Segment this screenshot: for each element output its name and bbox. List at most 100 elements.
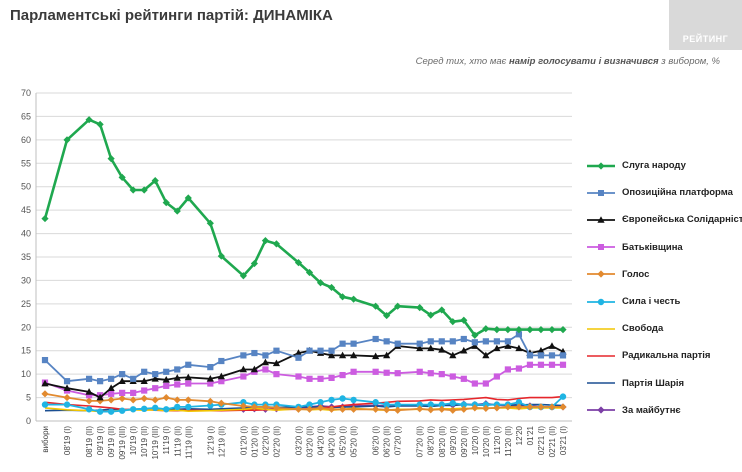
data-point <box>239 365 247 373</box>
series-line <box>43 118 563 337</box>
data-point <box>559 361 567 368</box>
data-point <box>449 373 456 380</box>
y-tick-label: 10 <box>21 369 31 379</box>
data-point <box>328 396 335 404</box>
data-point <box>394 406 402 414</box>
data-point <box>239 272 247 280</box>
legend-swatch <box>587 189 615 196</box>
data-point <box>383 311 391 320</box>
data-point <box>526 352 534 359</box>
subtitle-part-c: з вибором, % <box>658 56 720 67</box>
data-point <box>295 373 302 380</box>
data-point <box>460 405 468 413</box>
rating-logo: РЕЙТИНГ <box>669 0 742 50</box>
data-point <box>460 335 467 343</box>
legend-item: Слуга народу <box>586 152 742 179</box>
data-point <box>372 335 379 343</box>
x-tick-label: 03'20 (II) <box>306 426 315 458</box>
legend-swatch <box>587 216 615 223</box>
y-tick-label: 25 <box>21 299 31 309</box>
data-point <box>206 219 214 227</box>
data-point <box>129 396 137 404</box>
x-tick-label: 12'20 <box>515 425 524 445</box>
x-tick-label: 09'20 (II) <box>460 426 469 458</box>
data-point <box>471 404 479 412</box>
data-point <box>526 326 534 334</box>
data-point <box>460 375 467 382</box>
legend-swatch-marker <box>597 406 605 414</box>
x-tick-label: 01'20 (II) <box>250 426 259 458</box>
legend-swatch-marker <box>598 189 604 196</box>
x-tick-label: 09'19 (III) <box>118 426 127 460</box>
data-point <box>96 120 104 128</box>
legend-label: Європейська Солідарність <box>622 214 742 226</box>
data-point <box>107 155 115 163</box>
data-point <box>526 361 534 368</box>
y-tick-label: 65 <box>21 111 31 121</box>
data-point <box>537 403 545 411</box>
data-point <box>218 378 225 385</box>
data-point <box>559 326 567 334</box>
legend-swatch-marker <box>598 244 604 251</box>
y-tick-label: 55 <box>21 158 31 168</box>
x-tick-label: 11'19 (I) <box>162 426 171 455</box>
legend-swatch <box>587 244 615 251</box>
data-point <box>217 252 225 260</box>
data-point <box>504 403 512 411</box>
data-point <box>327 405 336 413</box>
data-point <box>372 352 380 360</box>
x-tick-label: 01'20 (I) <box>239 426 248 455</box>
data-point <box>306 401 313 408</box>
data-point <box>383 369 390 376</box>
subtitle-part-b: намір голосувати і визначився <box>508 56 659 67</box>
data-point <box>295 354 302 361</box>
data-point <box>239 402 247 410</box>
data-point <box>140 394 148 403</box>
x-tick-label: 11'19 (III) <box>184 426 193 459</box>
x-tick-label: 08'19 (II) <box>85 426 94 458</box>
x-tick-label: 11'20 (I) <box>493 426 502 455</box>
data-point <box>63 384 71 391</box>
data-point <box>515 399 523 406</box>
data-point <box>261 358 270 366</box>
legend-item: Партія Шарія <box>586 370 742 397</box>
data-point <box>449 406 457 414</box>
series-5 <box>41 390 567 414</box>
x-tick-label: 10'20 (I) <box>471 426 480 455</box>
x-tick-label: 10'20 (II) <box>482 426 491 458</box>
data-point <box>174 381 181 388</box>
data-point <box>250 403 259 411</box>
data-point <box>118 394 126 403</box>
legend-label: Опозиційна платформа <box>622 187 733 199</box>
legend-swatch-marker <box>597 298 605 305</box>
x-tick-label: 07'20 (II) <box>416 426 425 458</box>
data-point <box>548 326 556 334</box>
data-point <box>261 237 270 245</box>
data-point <box>493 373 500 380</box>
data-point <box>85 406 93 413</box>
x-tick-label: 06'20 (I) <box>372 426 381 455</box>
data-point <box>85 388 93 395</box>
data-point <box>185 403 192 411</box>
data-point <box>262 366 269 373</box>
data-point <box>460 316 468 324</box>
data-point <box>272 359 281 367</box>
data-point <box>107 396 115 404</box>
data-point <box>152 385 159 392</box>
data-point <box>338 293 347 301</box>
data-point <box>163 382 170 389</box>
data-point <box>162 199 170 207</box>
data-point <box>141 368 148 375</box>
data-point <box>97 378 104 385</box>
data-point <box>119 371 126 378</box>
data-point <box>372 302 380 310</box>
data-point <box>449 318 457 326</box>
data-point <box>251 349 258 357</box>
x-tick-label: 11'19 (II) <box>173 426 182 457</box>
legend-label: Батьківщина <box>622 241 683 253</box>
chart-subtitle: Серед тих, хто має намір голосувати і ви… <box>416 56 720 67</box>
data-point <box>207 364 214 371</box>
data-point <box>350 340 357 347</box>
data-point <box>449 399 456 407</box>
data-point <box>305 405 314 413</box>
